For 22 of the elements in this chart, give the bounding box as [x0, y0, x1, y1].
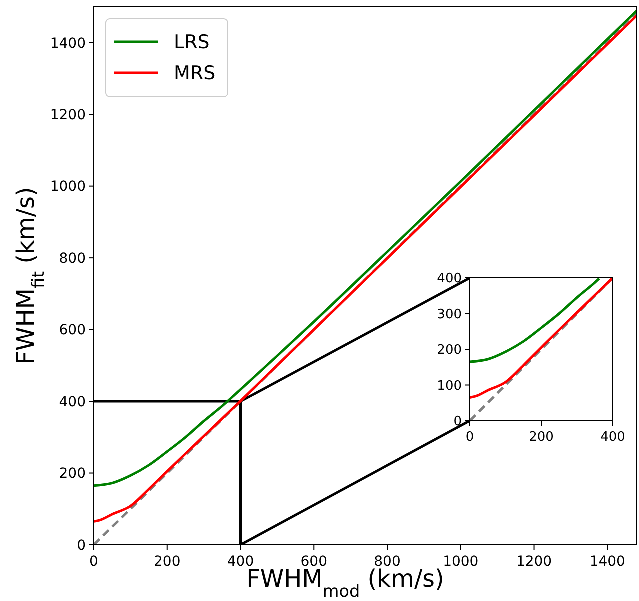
- y-tick-label: 1400: [50, 36, 86, 52]
- y-tick-label: 400: [59, 394, 86, 410]
- y-tick-label: 300: [437, 307, 462, 322]
- y-tick-label: 200: [59, 466, 86, 482]
- y-tick-label: 1000: [50, 179, 86, 196]
- y-tick-label: 600: [59, 322, 86, 339]
- y-tick-label: 200: [437, 343, 462, 358]
- x-tick-label: 400: [600, 430, 626, 445]
- x-tick-label: 200: [529, 430, 554, 445]
- y-tick-label: 0: [77, 538, 86, 554]
- x-tick-label: 200: [154, 554, 181, 570]
- x-tick-label: 1200: [516, 554, 552, 570]
- y-tick-label: 1200: [50, 108, 86, 124]
- x-tick-label: 0: [466, 430, 474, 445]
- y-tick-label: 0: [454, 414, 462, 430]
- y-tick-label: 100: [437, 378, 462, 394]
- x-tick-label: 1400: [590, 554, 626, 570]
- legend-label: MRS: [174, 62, 216, 85]
- y-tick-label: 400: [437, 272, 462, 287]
- legend-label: LRS: [174, 32, 210, 54]
- x-tick-label: 0: [90, 554, 98, 570]
- y-tick-label: 800: [59, 250, 86, 267]
